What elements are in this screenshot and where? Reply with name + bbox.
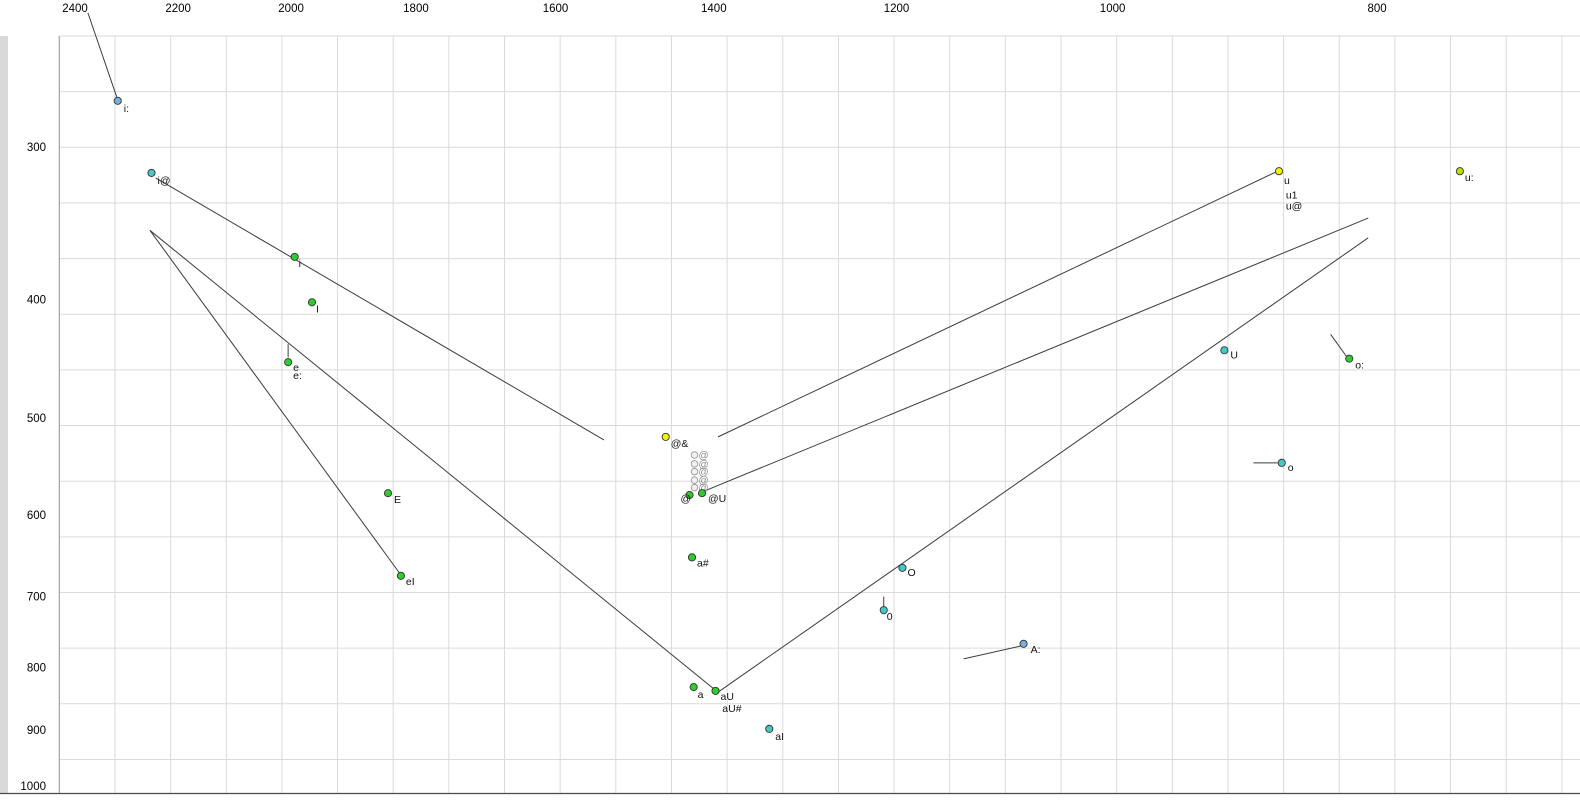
point-I[interactable] [307, 298, 317, 307]
y-tick-labels: 300 400 500 600 700 800 900 1000 [20, 142, 46, 793]
point-i@[interactable] [147, 168, 156, 177]
gray-point-group: @@@@@ [690, 450, 709, 494]
y-tick-label: 500 [27, 413, 46, 425]
point-aI[interactable] [765, 724, 774, 733]
trajectory-line [717, 237, 1369, 693]
point-A:[interactable] [1019, 639, 1028, 648]
y-tick-label: 1000 [20, 781, 46, 793]
point-label: 0 [887, 611, 893, 623]
point-label-gray: @ [699, 467, 709, 478]
point-label: I [316, 303, 319, 315]
point-@U[interactable] [697, 489, 707, 498]
point-label: i@ [157, 175, 170, 187]
point-O[interactable] [898, 563, 907, 572]
point-u:[interactable] [1455, 167, 1464, 176]
point-label: E [394, 494, 401, 506]
point-label: a [698, 689, 704, 701]
point-label: U [1230, 349, 1238, 361]
point-a#[interactable] [687, 553, 697, 562]
y-tick-label: 900 [27, 725, 46, 737]
point-@&[interactable] [661, 432, 670, 441]
point-label: aI [775, 731, 784, 743]
left-edge-strip [0, 36, 8, 793]
point-label: u [1284, 175, 1290, 187]
point-o:[interactable] [1345, 354, 1354, 363]
point-label-gray: @ [699, 459, 709, 470]
point-gray-@[interactable] [690, 467, 699, 476]
annotation-label: u1 [1286, 189, 1298, 201]
point-label: eI [406, 576, 415, 588]
point-0[interactable] [879, 606, 888, 615]
trajectory-line [149, 230, 402, 576]
annotation-group: u1u@ aU# e: [293, 189, 1302, 714]
point-gray-@[interactable] [690, 460, 699, 468]
point-label: o [1288, 462, 1294, 474]
point-label: A: [1031, 644, 1041, 656]
x-tick-label: 2400 [62, 3, 88, 15]
annotation-label: u@ [1286, 201, 1303, 213]
point-aU[interactable] [711, 686, 720, 695]
point-e[interactable] [284, 358, 293, 367]
x-tick-label: 1800 [403, 3, 429, 15]
point-label: @ [681, 493, 692, 505]
point-E[interactable] [383, 489, 393, 498]
point-label: u: [1465, 172, 1474, 184]
point-label-gray: @ [699, 450, 709, 461]
point-U[interactable] [1220, 346, 1229, 355]
trajectory-line [155, 177, 605, 441]
point-a[interactable] [689, 683, 698, 692]
trajectory-line [87, 12, 118, 98]
point-label: @U [708, 493, 726, 505]
trajectory-line [717, 170, 1278, 438]
x-tick-label: 2200 [165, 3, 191, 15]
point-i[interactable] [290, 252, 299, 261]
y-tick-label: 300 [27, 142, 46, 154]
point-gray-@[interactable] [690, 483, 699, 492]
point-eI[interactable] [396, 571, 405, 580]
point-label: i [299, 258, 301, 270]
y-tick-label: 800 [27, 663, 46, 675]
x-tick-label: 800 [1367, 3, 1386, 15]
x-tick-labels: 2400 2200 2000 1800 1600 1400 1200 1000 800 [62, 3, 1386, 15]
point-@[interactable] [685, 490, 694, 500]
point-label: a# [697, 557, 709, 569]
y-tick-label: 600 [27, 510, 46, 522]
x-tick-label: 1400 [701, 3, 727, 15]
trajectory-line [1330, 334, 1347, 357]
trajectory-line [149, 229, 716, 691]
point-label: aU [721, 691, 734, 703]
point-o[interactable] [1277, 458, 1286, 467]
y-tick-label: 400 [27, 295, 46, 307]
point-gray-@[interactable] [690, 476, 699, 484]
grid [58, 35, 1580, 794]
point-label: @& [671, 438, 689, 450]
point-label-gray: @ [699, 483, 709, 494]
point-label: o: [1355, 360, 1364, 372]
y-tick-label: 700 [27, 592, 46, 604]
point-gray-@[interactable] [690, 451, 699, 459]
point-u[interactable] [1274, 167, 1284, 176]
point-i:[interactable] [113, 96, 122, 105]
point-label: e [293, 362, 299, 374]
x-tick-label: 2000 [278, 3, 304, 15]
trajectory-lines [87, 12, 1369, 693]
annotation-label: aU# [722, 703, 741, 715]
point-label: i: [124, 103, 129, 115]
trajectory-line [703, 217, 1369, 492]
trajectory-line [963, 645, 1022, 660]
annotation-label: e: [293, 370, 302, 382]
point-label-gray: @ [699, 476, 709, 487]
x-tick-label: 1200 [884, 3, 910, 15]
x-tick-label: 1000 [1100, 3, 1126, 15]
x-tick-label: 1600 [543, 3, 569, 15]
point-label: O [907, 567, 915, 579]
